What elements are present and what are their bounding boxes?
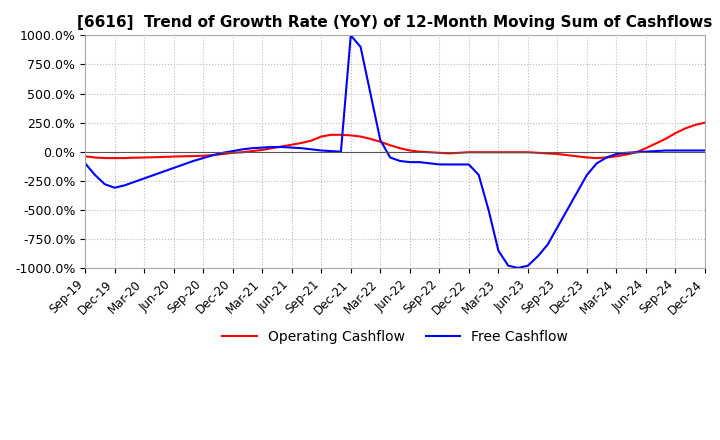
Free Cashflow (701, 148, 709, 153)
Operating Cashflow (701, 120, 709, 125)
Line: Operating Cashflow: Operating Cashflow (85, 123, 705, 158)
Free Cashflow (337, 149, 346, 154)
Operating Cashflow (346, 133, 355, 138)
Free Cashflow (485, 207, 493, 213)
Free Cashflow (160, 169, 168, 174)
Operating Cashflow (396, 146, 405, 151)
Title: [6616]  Trend of Growth Rate (YoY) of 12-Month Moving Sum of Cashflows: [6616] Trend of Growth Rate (YoY) of 12-… (77, 15, 713, 30)
Legend: Operating Cashflow, Free Cashflow: Operating Cashflow, Free Cashflow (216, 324, 574, 349)
Operating Cashflow (485, 150, 493, 155)
Free Cashflow (81, 161, 89, 166)
Free Cashflow (396, 158, 405, 164)
Free Cashflow (514, 265, 523, 271)
Operating Cashflow (494, 150, 503, 155)
Operating Cashflow (101, 155, 109, 161)
Operating Cashflow (169, 154, 178, 159)
Free Cashflow (346, 33, 355, 38)
Free Cashflow (494, 248, 503, 253)
Operating Cashflow (81, 154, 89, 159)
Operating Cashflow (435, 150, 444, 155)
Line: Free Cashflow: Free Cashflow (85, 35, 705, 268)
Free Cashflow (435, 162, 444, 167)
